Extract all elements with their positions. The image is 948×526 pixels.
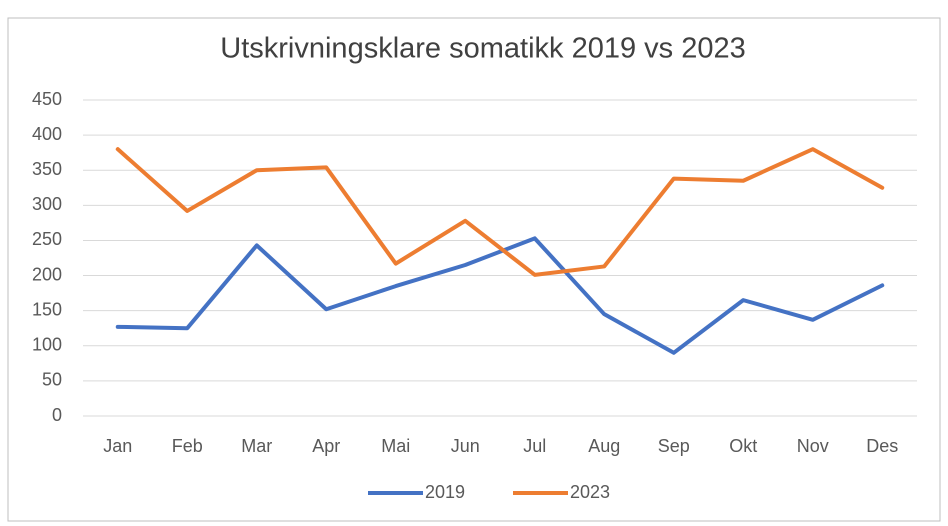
- x-tick-label: Jun: [451, 436, 480, 456]
- x-tick-label: Sep: [658, 436, 690, 456]
- x-tick-label: Feb: [172, 436, 203, 456]
- x-tick-label: Jan: [103, 436, 132, 456]
- y-tick-label: 250: [32, 229, 62, 249]
- y-tick-label: 200: [32, 264, 62, 284]
- y-tick-label: 300: [32, 194, 62, 214]
- x-tick-label: Apr: [312, 436, 340, 456]
- x-tick-label: Okt: [729, 436, 757, 456]
- x-tick-label: Nov: [797, 436, 829, 456]
- series-line: [115, 147, 885, 277]
- y-tick-label: 150: [32, 299, 62, 319]
- x-tick-label: Mar: [241, 436, 272, 456]
- y-tick-label: 350: [32, 159, 62, 179]
- series-line: [115, 236, 885, 355]
- chart-border: [7, 17, 941, 522]
- y-tick-label: 50: [42, 370, 62, 390]
- chart-title: Utskrivningsklare somatikk 2019 vs 2023: [220, 33, 745, 65]
- y-tick-label: 100: [32, 335, 62, 355]
- x-tick-label: Des: [866, 436, 898, 456]
- y-tick-label: 0: [52, 405, 62, 425]
- y-tick-label: 400: [32, 124, 62, 144]
- x-tick-label: Aug: [588, 436, 620, 456]
- x-tick-label: Jul: [523, 436, 546, 456]
- x-tick-label: Mai: [381, 436, 410, 456]
- y-tick-label: 450: [32, 89, 62, 109]
- legend-label: 2019: [425, 482, 465, 502]
- legend-label: 2023: [570, 482, 610, 502]
